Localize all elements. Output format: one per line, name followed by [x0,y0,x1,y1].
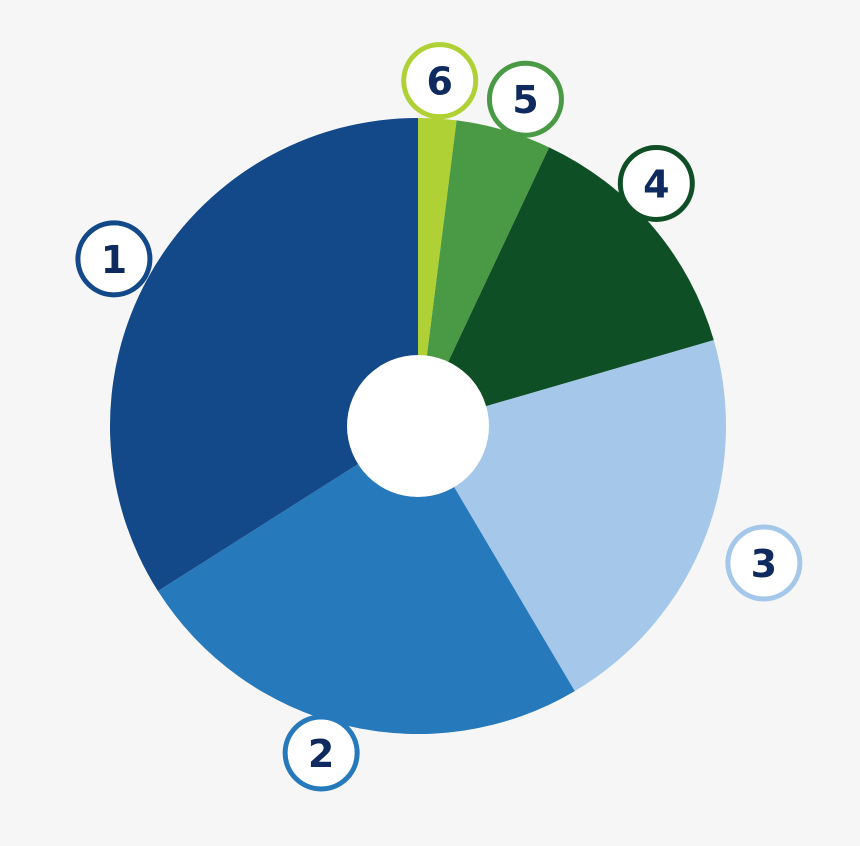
slice-badge-circle [282,714,360,792]
slice-badge-circle [75,220,153,298]
pie-slice-2 [157,426,575,735]
slice-badge-circle [617,144,695,222]
slice-badge-2: 2 [282,714,360,792]
pie-slice-1 [109,117,418,592]
pie-slice-6 [418,118,457,426]
slice-label-5: 5 [512,78,538,122]
slice-badge-4: 4 [617,144,695,222]
slice-badge-circle [401,42,479,120]
pie-slice-3 [418,340,726,692]
slice-badge-circle [725,524,803,602]
donut-hole [347,355,489,497]
slice-badge-1: 1 [75,220,153,298]
slice-label-6: 6 [426,60,452,104]
slice-badge-6: 6 [401,42,479,120]
slice-label-1: 1 [101,238,127,282]
slice-label-3: 3 [751,542,777,586]
slice-badge-circle [486,60,564,138]
slice-badge-5: 5 [486,60,564,138]
slice-badge-3: 3 [725,524,803,602]
slice-label-2: 2 [308,732,334,776]
pie-slice-5 [418,120,550,426]
slice-label-4: 4 [643,162,669,206]
badges-group: 6 5 4 3 2 1 [75,42,803,792]
